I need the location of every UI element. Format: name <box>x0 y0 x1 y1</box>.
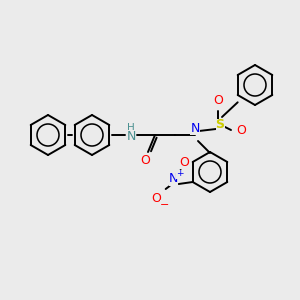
Text: O: O <box>140 154 150 166</box>
Text: S: S <box>215 118 224 131</box>
Text: +: + <box>176 169 183 178</box>
Text: −: − <box>160 200 169 210</box>
Text: O: O <box>236 124 246 136</box>
Text: H: H <box>127 123 135 133</box>
Text: N: N <box>126 130 136 142</box>
Text: N: N <box>190 122 200 134</box>
Text: O: O <box>152 191 162 205</box>
Text: O: O <box>213 94 223 107</box>
Text: O: O <box>180 155 190 169</box>
Text: N: N <box>169 172 178 185</box>
